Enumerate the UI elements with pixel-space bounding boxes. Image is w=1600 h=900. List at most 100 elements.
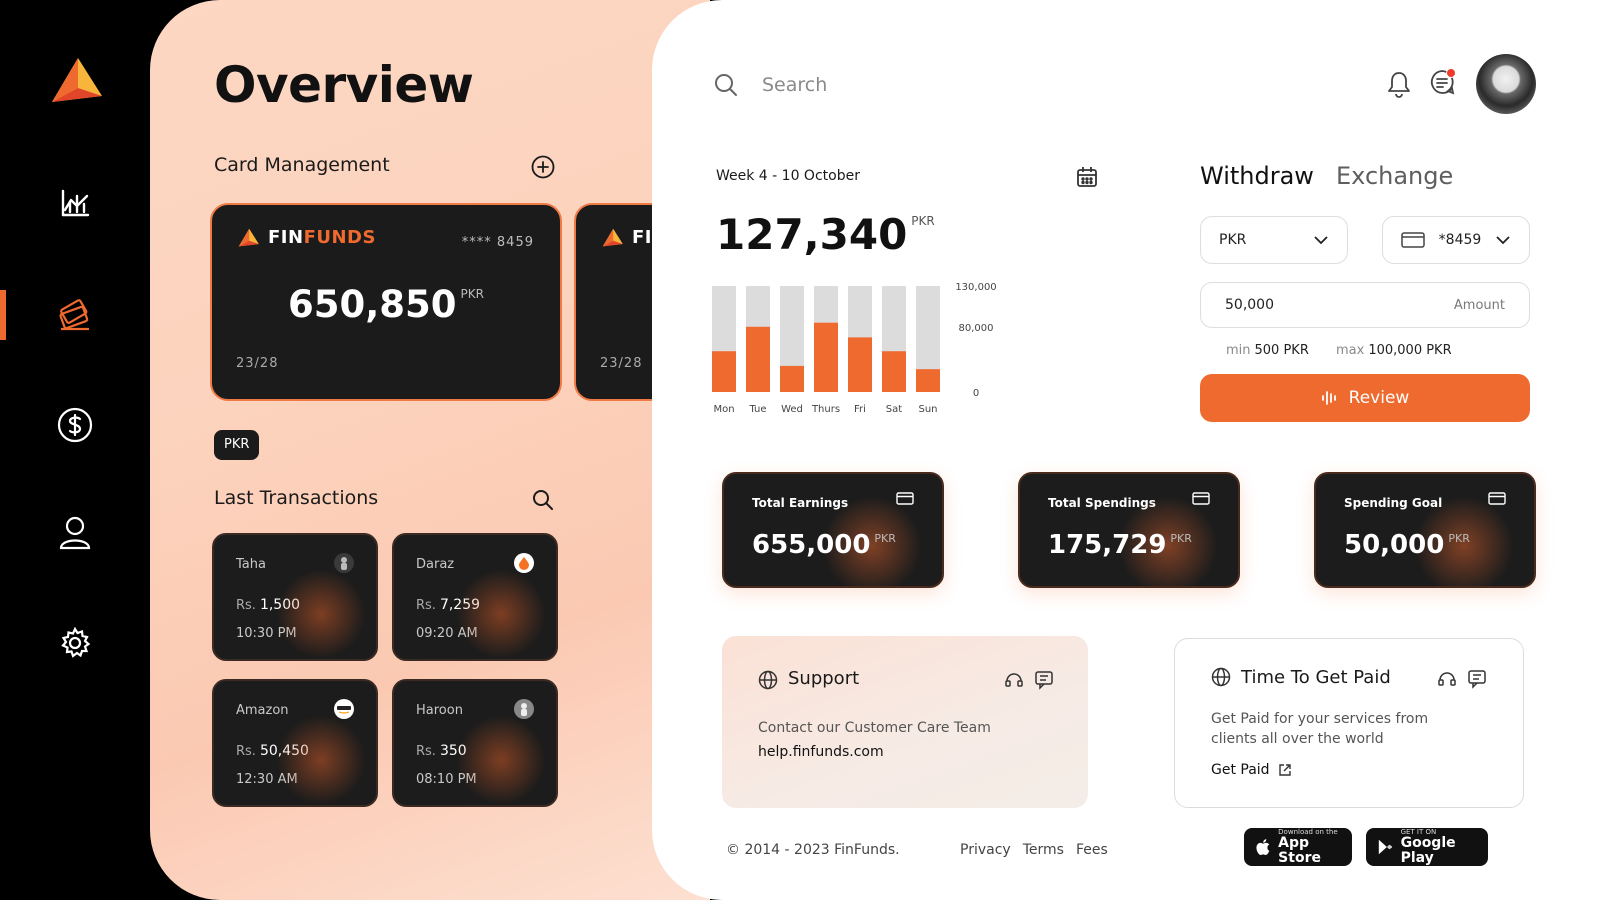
bank-card-primary[interactable]: FINFUNDS **** 8459 650,850 PKR 23/28 [210,203,562,401]
search-input[interactable] [762,70,1082,100]
headset-icon[interactable] [1004,670,1024,690]
card-select[interactable]: *8459 [1382,216,1530,264]
transaction-name: Amazon [236,703,289,718]
x-tick-label: Tue [748,404,766,415]
card-management-title: Card Management [214,154,390,176]
bar-tue [746,326,770,392]
sidebar-item-profile[interactable] [50,508,100,558]
card-select-value: *8459 [1438,232,1482,248]
credit-card-icon [1401,232,1425,248]
transaction-time: 08:10 PM [416,772,477,787]
headset-icon[interactable] [1437,669,1457,689]
privacy-link[interactable]: Privacy [960,842,1011,858]
amount-label: Amount [1453,298,1505,313]
terms-link[interactable]: Terms [1022,842,1064,858]
finfunds-logo-icon [238,228,259,246]
x-tick-label: Wed [781,404,803,415]
amount-value: 350 [439,743,467,759]
card-balance: 650,850 PKR [212,283,560,326]
sidebar [0,0,150,900]
transaction-amount: Rs. 50,450 [236,743,309,759]
get-paid-card: Time To Get Paid Get Paid for your servi… [1174,638,1524,808]
add-card-button[interactable] [530,154,556,180]
search-icon[interactable] [714,73,738,97]
card-icon [1192,492,1210,505]
chevron-down-icon [1314,236,1328,245]
transaction-name: Daraz [416,557,455,572]
stat-value: 50,000 PKR [1344,530,1470,560]
transaction-name: Taha [236,557,266,572]
bar-thurs [814,322,838,392]
tab-exchange[interactable]: Exchange [1336,162,1454,190]
stat-currency: PKR [1448,532,1470,545]
get-paid-link-label: Get Paid [1211,762,1270,778]
globe-icon [1211,667,1231,687]
y-tick-label: 0 [973,388,979,399]
bar-mon [712,351,736,392]
week-total-currency: PKR [911,214,935,228]
stat-currency: PKR [874,532,896,545]
sidebar-item-cards[interactable] [50,290,100,340]
card-icon [896,492,914,505]
plus-circle-icon [531,155,555,179]
transaction-card[interactable]: Amazon Rs. 50,450 12:30 AM [212,679,378,807]
currency-chip[interactable]: PKR [214,430,260,460]
external-link-icon [1278,764,1291,776]
transaction-time: 12:30 AM [236,772,298,787]
card-icon [1488,492,1506,505]
google-play-icon [1378,839,1393,855]
transaction-amount: Rs. 1,500 [236,597,300,613]
week-range: Week 4 - 10 October [716,168,860,184]
tab-withdraw[interactable]: Withdraw [1200,162,1314,190]
sidebar-item-payments[interactable] [50,400,100,450]
person-avatar-icon [334,553,354,573]
sidebar-item-analytics[interactable] [50,178,100,228]
amazon-logo-icon [334,699,354,719]
stat-amount: 175,729 [1048,530,1167,560]
stat-title: Spending Goal [1344,496,1443,510]
calendar-icon[interactable] [1076,166,1098,188]
bar-fri [848,337,872,392]
app-store-big: App Store [1278,835,1321,866]
transaction-amount: Rs. 350 [416,743,467,759]
bell-icon[interactable] [1386,70,1412,98]
amount-value: 1,500 [259,597,301,613]
card-brand: FINFUNDS [236,227,376,248]
total-earnings-card[interactable]: Total Earnings 655,000 PKR [722,472,944,588]
app-store-button[interactable]: Download on the App Store [1244,828,1352,866]
google-play-button[interactable]: GET IT ON Google Play [1366,828,1488,866]
stat-amount: 50,000 [1344,530,1445,560]
chat-icon[interactable] [1034,670,1054,690]
get-paid-link[interactable]: Get Paid [1211,762,1292,778]
transaction-card[interactable]: Daraz Rs. 7,259 09:20 AM [392,533,558,661]
y-tick-label: 80,000 [959,323,994,334]
gear-icon [61,627,91,658]
max-limit: max 100,000 PKR [1336,343,1452,358]
currency-prefix: Rs. [236,744,256,759]
fees-link[interactable]: Fees [1075,842,1108,858]
chat-icon[interactable] [1467,669,1487,689]
review-button[interactable]: Review [1200,374,1530,422]
finfunds-logo-icon [602,228,623,246]
transaction-card[interactable]: Haroon Rs. 350 08:10 PM [392,679,558,807]
stat-amount: 655,000 [752,530,871,560]
support-email-link[interactable]: help.finfunds.com [758,744,884,760]
currency-select[interactable]: PKR [1200,216,1348,264]
user-icon [59,516,91,550]
amount-value: 7,259 [439,597,481,613]
total-spendings-card[interactable]: Total Spendings 175,729 PKR [1018,472,1240,588]
bar-sun [916,369,940,392]
finfunds-logo[interactable] [48,56,102,106]
transaction-card[interactable]: Taha Rs. 1,500 10:30 PM [212,533,378,661]
sidebar-item-settings[interactable] [50,618,100,668]
max-key: max [1336,343,1365,358]
waveform-icon [1321,391,1336,405]
min-value: 500 PKR [1254,343,1309,358]
card-currency: PKR [460,287,484,301]
spending-goal-card[interactable]: Spending Goal 50,000 PKR [1314,472,1536,588]
transaction-time: 09:20 AM [416,626,478,641]
search-transactions-button[interactable] [530,487,556,513]
user-avatar[interactable] [1476,54,1536,114]
amount-field[interactable]: 50,000 Amount [1200,282,1530,328]
currency-prefix: Rs. [236,598,256,613]
